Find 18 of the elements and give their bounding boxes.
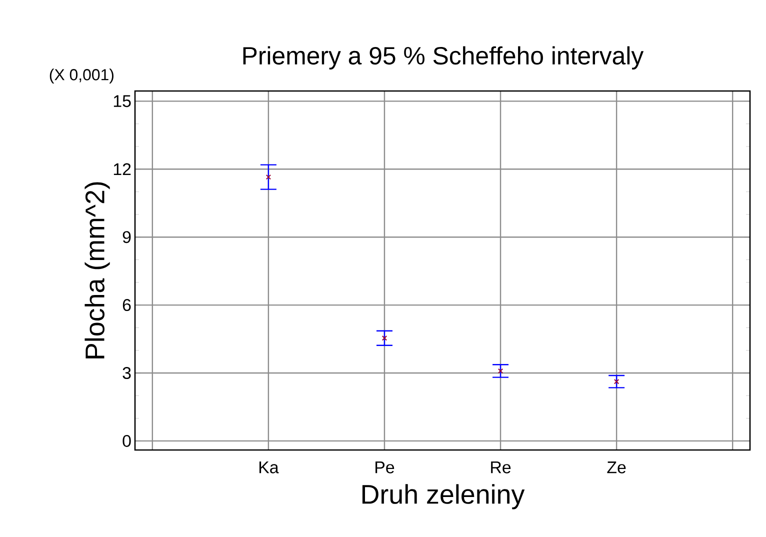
y-tick-label: 15: [114, 95, 131, 108]
y-tick-label: 12: [114, 163, 131, 176]
point: [614, 378, 620, 384]
y-tick-label: 6: [122, 299, 131, 312]
point: [498, 368, 504, 374]
text: (X 0,001): [50, 68, 114, 84]
point: [382, 335, 388, 341]
y-tick-label: 0: [122, 434, 131, 447]
chart-title: Priemery a 95 % Scheffeho intervaly: [243, 46, 644, 70]
y-tick-label: 9: [122, 231, 131, 244]
x-tick-label: Re: [491, 462, 511, 474]
x-axis-title: Druh zeleniny: [362, 484, 525, 510]
y-axis-title: Plocha (mm^2): [84, 182, 110, 358]
y-tick-label: 3: [122, 366, 131, 379]
x-tick-label: Pe: [376, 462, 394, 474]
point: [266, 174, 272, 180]
x-tick-label: Ka: [259, 462, 279, 474]
x-tick-label: Ze: [607, 462, 626, 474]
